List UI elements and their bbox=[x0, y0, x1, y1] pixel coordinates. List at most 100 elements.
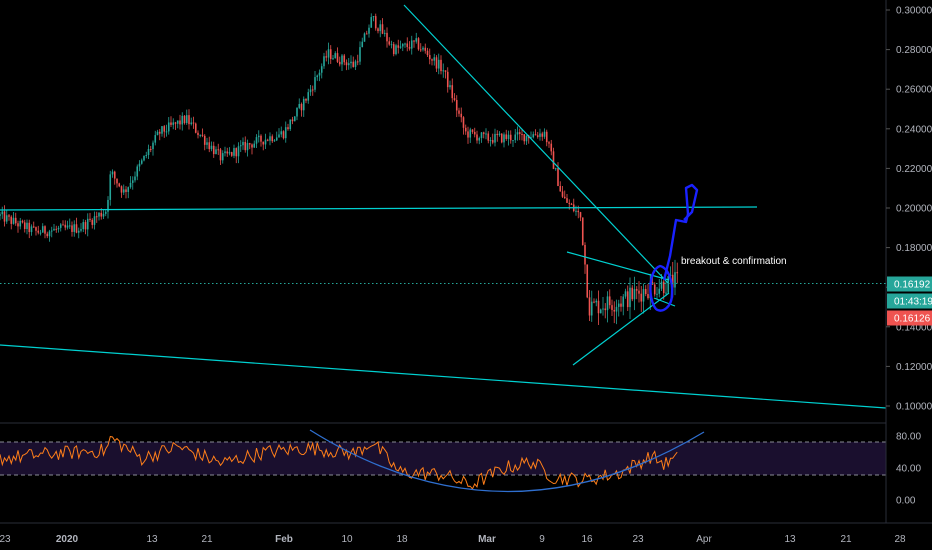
candle bbox=[298, 98, 301, 110]
candle bbox=[23, 219, 26, 233]
candle bbox=[611, 299, 613, 316]
candle bbox=[563, 190, 566, 199]
candle bbox=[622, 294, 625, 316]
candle bbox=[332, 54, 334, 60]
candle bbox=[197, 130, 199, 139]
candle bbox=[494, 128, 496, 147]
candle bbox=[440, 55, 442, 75]
candle bbox=[77, 227, 80, 239]
candle bbox=[320, 63, 323, 79]
candle bbox=[626, 285, 629, 312]
candle bbox=[608, 289, 611, 309]
descending-trendline[interactable] bbox=[403, 4, 669, 284]
candle bbox=[246, 139, 249, 157]
rsi-tick-label: 40.00 bbox=[896, 464, 921, 475]
candle bbox=[462, 116, 465, 135]
breakout-circle-drawing[interactable] bbox=[649, 264, 674, 312]
candle bbox=[264, 133, 267, 149]
candle bbox=[566, 194, 568, 204]
candle bbox=[26, 219, 28, 235]
candle bbox=[147, 144, 150, 160]
candle bbox=[354, 59, 357, 71]
triangle-side-line[interactable] bbox=[653, 297, 676, 307]
candle bbox=[226, 147, 229, 157]
candle bbox=[388, 37, 391, 46]
candle bbox=[75, 217, 78, 234]
candle bbox=[521, 128, 523, 141]
candle bbox=[640, 286, 643, 312]
candle bbox=[53, 223, 55, 231]
price-badge bbox=[887, 310, 932, 326]
candle bbox=[82, 219, 85, 233]
candle bbox=[287, 123, 289, 131]
candle bbox=[143, 155, 145, 162]
price-pane[interactable]: breakout & confirmation bbox=[0, 4, 887, 409]
candle bbox=[588, 289, 591, 322]
candle bbox=[604, 303, 607, 319]
candle bbox=[642, 283, 645, 314]
candle bbox=[570, 202, 573, 205]
candle bbox=[548, 140, 550, 148]
time-tick-label: 23 bbox=[632, 534, 644, 545]
candle bbox=[460, 107, 463, 123]
candle bbox=[413, 40, 415, 48]
price-badge-label: 0.16192 bbox=[894, 280, 931, 291]
rsi-pane[interactable] bbox=[0, 422, 886, 493]
candle bbox=[536, 131, 539, 139]
price-scale[interactable]: 0.30000 0.28000 0.26000 0.24000 0.22000 0.200… bbox=[885, 0, 932, 523]
candle bbox=[233, 144, 235, 159]
candle bbox=[453, 93, 456, 102]
candle bbox=[415, 32, 418, 44]
candle bbox=[633, 276, 636, 311]
time-tick-label: 23 bbox=[0, 534, 11, 545]
candle bbox=[341, 54, 343, 72]
candle bbox=[156, 129, 159, 136]
price-badge-label: 0.16126 bbox=[894, 314, 931, 325]
candle bbox=[201, 128, 204, 138]
candle bbox=[66, 220, 69, 230]
time-scale[interactable]: 23 2020 13 21 Feb 10 18 Mar 9 16 23 Apr 13 21 28 bbox=[0, 522, 932, 545]
price-tick-label: 0.24000 bbox=[896, 124, 932, 135]
candle bbox=[613, 301, 616, 324]
long-support-trendline[interactable] bbox=[0, 344, 887, 409]
candle bbox=[262, 141, 265, 151]
candle bbox=[230, 151, 233, 157]
candle bbox=[59, 223, 62, 232]
candle bbox=[30, 224, 33, 236]
candle bbox=[251, 143, 253, 155]
candle bbox=[390, 40, 393, 49]
candle bbox=[309, 84, 312, 96]
projection-arrow-drawing[interactable] bbox=[662, 183, 699, 281]
candle bbox=[91, 218, 94, 229]
candle bbox=[62, 220, 64, 226]
horizontal-resistance-line[interactable] bbox=[0, 206, 758, 211]
candle bbox=[478, 136, 481, 145]
candle bbox=[55, 225, 58, 233]
candle bbox=[194, 122, 197, 134]
time-tick-label: 13 bbox=[146, 534, 158, 545]
candle bbox=[248, 142, 251, 150]
candle bbox=[122, 184, 125, 196]
candle bbox=[255, 134, 258, 149]
candle bbox=[215, 146, 217, 155]
candle bbox=[188, 109, 190, 130]
candle bbox=[620, 296, 622, 312]
candle bbox=[386, 27, 388, 48]
rsi-tick-label: 0.00 bbox=[896, 496, 916, 507]
candle bbox=[379, 20, 382, 38]
candle bbox=[336, 47, 339, 64]
candle bbox=[145, 151, 148, 159]
candle bbox=[631, 285, 634, 302]
candle bbox=[1, 206, 4, 219]
candle bbox=[550, 139, 553, 156]
candle bbox=[305, 98, 307, 104]
candle bbox=[644, 285, 647, 297]
candle bbox=[107, 196, 109, 219]
drawing-layer[interactable]: breakout & confirmation bbox=[0, 4, 887, 409]
candle bbox=[273, 139, 276, 142]
candle bbox=[514, 128, 517, 143]
candle bbox=[172, 118, 175, 130]
rsi-rounded-bottom-curve[interactable] bbox=[309, 429, 705, 493]
candle bbox=[530, 131, 532, 139]
